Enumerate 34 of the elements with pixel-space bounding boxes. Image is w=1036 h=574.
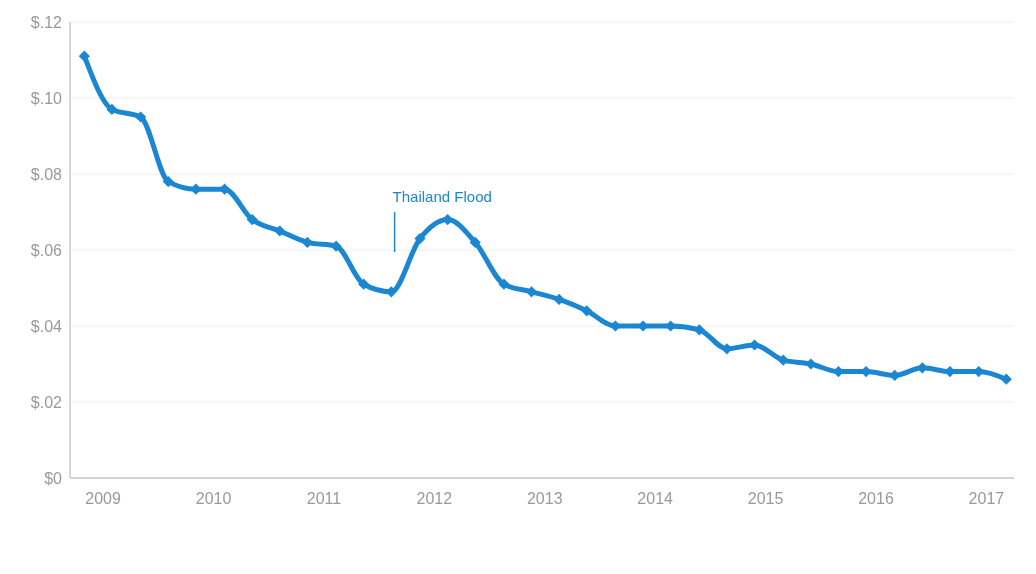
point [553,293,565,305]
x-tick-label: 2012 [416,490,453,507]
ref-line-label: Thailand Flood [392,188,492,205]
x-tick-label: 2016 [858,490,894,507]
x-tick-label: 2010 [195,490,232,507]
point [246,214,258,226]
x-tick-label: 2009 [85,490,122,507]
point [358,278,370,290]
x-tick-label: 2017 [968,490,1005,507]
point [301,236,313,248]
x-tick-label: 2013 [526,490,563,507]
point [805,358,817,370]
y-tick-label: $.10 [30,89,63,107]
y-tick-label: $.08 [30,165,63,183]
point [469,236,481,248]
y-tick-label: $.04 [30,317,63,335]
point [330,240,342,252]
point [777,354,789,366]
y-tick-label: $0 [44,469,63,487]
point [135,111,147,123]
x-tick-label: 2015 [747,490,784,507]
y-tick-label: $.06 [30,241,63,259]
x-tick-label: 2011 [306,490,342,507]
point [1000,373,1012,385]
point [78,50,90,62]
point [162,176,174,188]
point [106,103,118,115]
point [274,225,286,237]
y-tick-label: $.12 [30,13,63,31]
point [498,278,510,290]
y-tick-label: $.02 [30,393,63,411]
point [581,305,593,317]
x-tick-label: 2014 [637,490,674,507]
point [414,233,426,245]
